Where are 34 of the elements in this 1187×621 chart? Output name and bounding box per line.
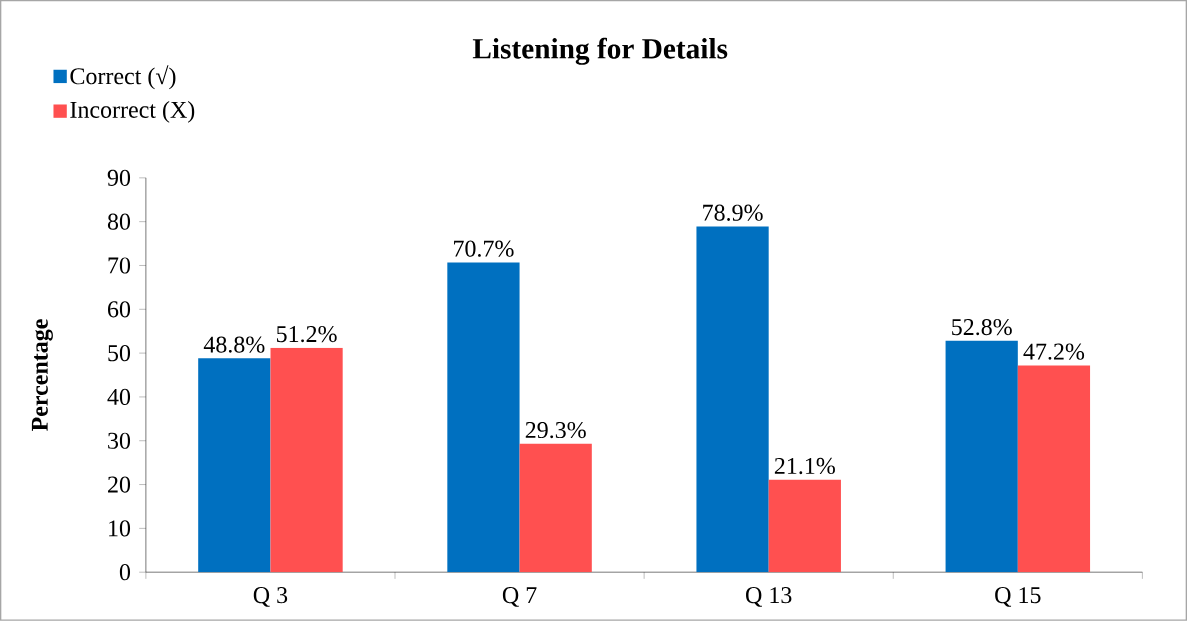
y-tick-label: 70: [108, 257, 131, 274]
legend-label: Incorrect (X): [70, 101, 195, 123]
y-tick-label: 10: [109, 520, 131, 537]
x-tick-label: Q 15: [995, 587, 1041, 607]
x-tick-label: Q 3: [253, 587, 288, 607]
y-tick-label: 30: [108, 432, 131, 449]
y-tick-label: 60: [108, 301, 131, 318]
y-tick-label: 40: [107, 388, 131, 406]
y-tick-label: 0: [119, 564, 131, 581]
bar: [447, 262, 520, 573]
y-tick-label: 20: [108, 476, 131, 493]
y-tick-label: 50: [108, 345, 131, 362]
y-axis-title: Percentage: [31, 319, 53, 432]
data-label: 47.2%: [1023, 343, 1085, 360]
y-tick-label: 90: [107, 169, 131, 187]
data-label: 48.8%: [203, 336, 265, 353]
x-tick-label: Q 13: [746, 587, 792, 607]
bar: [696, 226, 769, 573]
data-label: 51.2%: [276, 326, 337, 343]
bar: [945, 340, 1018, 573]
data-label: 78.9%: [703, 204, 763, 221]
legend-label: Correct (√): [70, 65, 176, 90]
bar: [519, 443, 592, 573]
x-tick-label: Q 7: [502, 587, 537, 607]
bar: [270, 347, 343, 573]
data-label: 29.3%: [525, 422, 586, 439]
data-label: 21.1%: [774, 457, 835, 475]
y-tick-label: 80: [107, 213, 131, 230]
bar: [198, 358, 271, 573]
data-label: 70.7%: [454, 240, 514, 257]
chart-title: Listening for Details: [472, 37, 728, 65]
bar: [1017, 365, 1091, 573]
bar: [768, 479, 841, 573]
data-label: 52.8%: [952, 319, 1012, 336]
